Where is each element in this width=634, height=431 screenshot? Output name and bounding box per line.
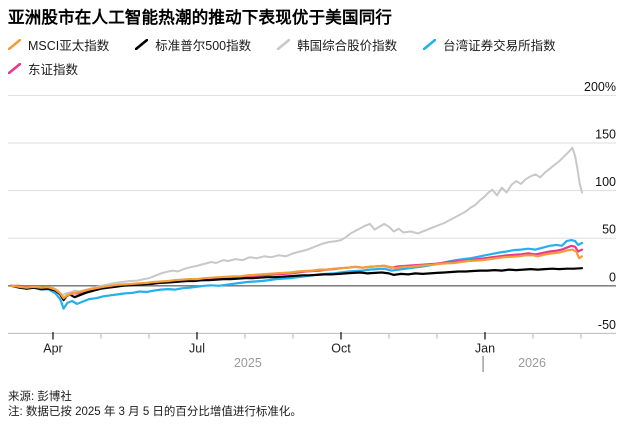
- legend-label: MSCI亚太指数: [28, 39, 110, 53]
- legend-label: 韩国综合股价指数: [297, 39, 398, 53]
- y-axis-label: 200%: [584, 80, 616, 94]
- series-line-3: [10, 267, 584, 302]
- legend-label: 台湾证券交易所指数: [443, 39, 556, 53]
- y-axis-label: 50: [602, 223, 616, 237]
- legend-item-3[interactable]: 台湾证券交易所指数: [423, 35, 556, 54]
- chart-footer: 来源: 彭博社 注: 数据已按 2025 年 3 月 5 日的百分比增值进行标准…: [8, 390, 302, 420]
- y-axis-label: 100: [595, 175, 616, 189]
- legend-item-1[interactable]: 标准普尔500指数: [135, 35, 251, 54]
- legend-item-2[interactable]: 韩国综合股价指数: [277, 35, 397, 54]
- x-axis-label: Jul: [189, 342, 205, 356]
- year-label: 2026: [518, 356, 546, 370]
- x-axis-label: Jan: [475, 342, 495, 356]
- methodology-note: 注: 数据已按 2025 年 3 月 5 日的百分比增值进行标准化。: [8, 406, 302, 418]
- legend-line-swatch-icon: [8, 63, 21, 74]
- source-note: 来源: 彭博社: [8, 391, 72, 403]
- x-axis-label: Apr: [43, 342, 62, 356]
- legend-item-4[interactable]: 东证指数: [8, 59, 78, 78]
- year-label: 2025: [234, 356, 262, 370]
- y-axis-label: 0: [609, 270, 616, 284]
- legend-item-0[interactable]: MSCI亚太指数: [8, 35, 109, 54]
- legend-line-swatch-icon: [8, 39, 21, 50]
- chart-legend: MSCI亚太指数 标准普尔500指数 韩国综合股价指数 台湾证券交易所指数东证指数: [8, 35, 628, 78]
- y-axis-label: 150: [595, 128, 616, 142]
- legend-line-swatch-icon: [423, 39, 437, 50]
- legend-line-swatch-icon: [135, 39, 149, 50]
- series-line-1: [10, 239, 584, 310]
- y-axis-label: -50: [598, 318, 616, 332]
- legend-line-swatch-icon: [277, 39, 291, 50]
- legend-label: 标准普尔500指数: [155, 39, 252, 53]
- series-line-0: [10, 146, 583, 297]
- legend-label: 东证指数: [28, 63, 79, 77]
- series-line-4: [10, 248, 584, 300]
- x-axis-label: Oct: [331, 342, 351, 356]
- chart-title: 亚洲股市在人工智能热潮的推动下表现优于美国同行: [8, 9, 393, 27]
